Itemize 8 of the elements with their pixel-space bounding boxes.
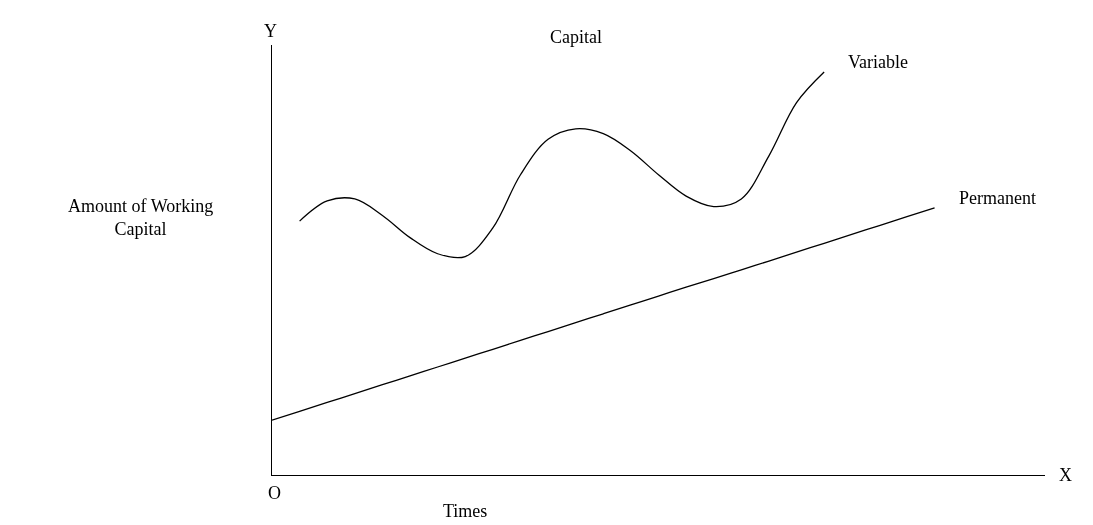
text: Capital xyxy=(550,27,602,47)
y-axis-title: Amount of Working Capital xyxy=(68,196,214,240)
text: Y xyxy=(264,21,277,41)
series-label: Variable xyxy=(848,52,908,72)
text: X xyxy=(1059,465,1072,485)
text: O xyxy=(268,483,281,503)
x-axis-title: Times xyxy=(443,501,488,521)
series-label: Permanent xyxy=(959,188,1036,208)
